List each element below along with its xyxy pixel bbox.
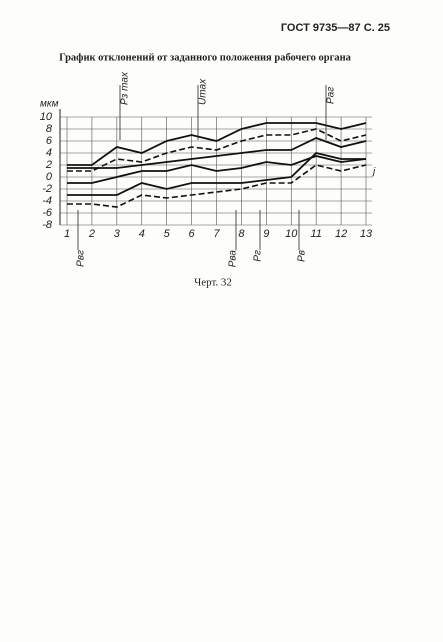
y-tick-label: 6 (46, 135, 53, 147)
x-tick-label: 9 (263, 228, 269, 240)
page-header: ГОСТ 9735—87 С. 25 (281, 22, 390, 34)
annotation: j (371, 167, 376, 178)
annotation: Pаг (326, 87, 337, 104)
line-series (67, 164, 367, 208)
y-tick-label: -6 (42, 207, 53, 219)
annotation: Pз max (120, 71, 131, 105)
x-tick-label: 4 (139, 228, 145, 240)
y-tick-label: 10 (40, 111, 53, 123)
annotation: Umax (198, 78, 209, 105)
x-tick-label: 10 (285, 228, 298, 240)
y-tick-label: -4 (42, 195, 52, 207)
line-series (67, 155, 367, 184)
y-tick-label: 2 (45, 159, 52, 171)
y-tick-label: 8 (46, 123, 53, 135)
line-series (67, 128, 367, 172)
line-series (67, 137, 367, 169)
annotation: Pв (297, 250, 308, 262)
x-tick-label: 3 (114, 228, 121, 240)
x-tick-label: 2 (88, 228, 95, 240)
annotation: Pг (253, 250, 264, 262)
line-series (67, 122, 367, 166)
line-series (67, 152, 366, 196)
x-tick-label: 8 (238, 228, 245, 240)
annotation: Pва (228, 250, 239, 268)
annotation: Pвг (76, 250, 87, 267)
y-tick-label: -8 (42, 219, 53, 231)
x-tick-label: 13 (360, 228, 373, 240)
x-tick-label: 5 (164, 228, 171, 240)
y-tick-label: 4 (46, 147, 52, 159)
x-tick-label: 12 (335, 228, 347, 240)
x-tick-label: 1 (64, 228, 70, 240)
x-tick-label: 6 (189, 228, 196, 240)
x-tick-label: 11 (310, 228, 321, 240)
y-axis-label: мкм (40, 99, 59, 110)
y-tick-label: 0 (46, 171, 53, 183)
y-tick-label: -2 (42, 183, 52, 195)
chart-title: График отклонений от заданного положения… (59, 52, 352, 63)
caption: Черт. 32 (194, 277, 232, 289)
x-tick-label: 7 (213, 228, 220, 240)
